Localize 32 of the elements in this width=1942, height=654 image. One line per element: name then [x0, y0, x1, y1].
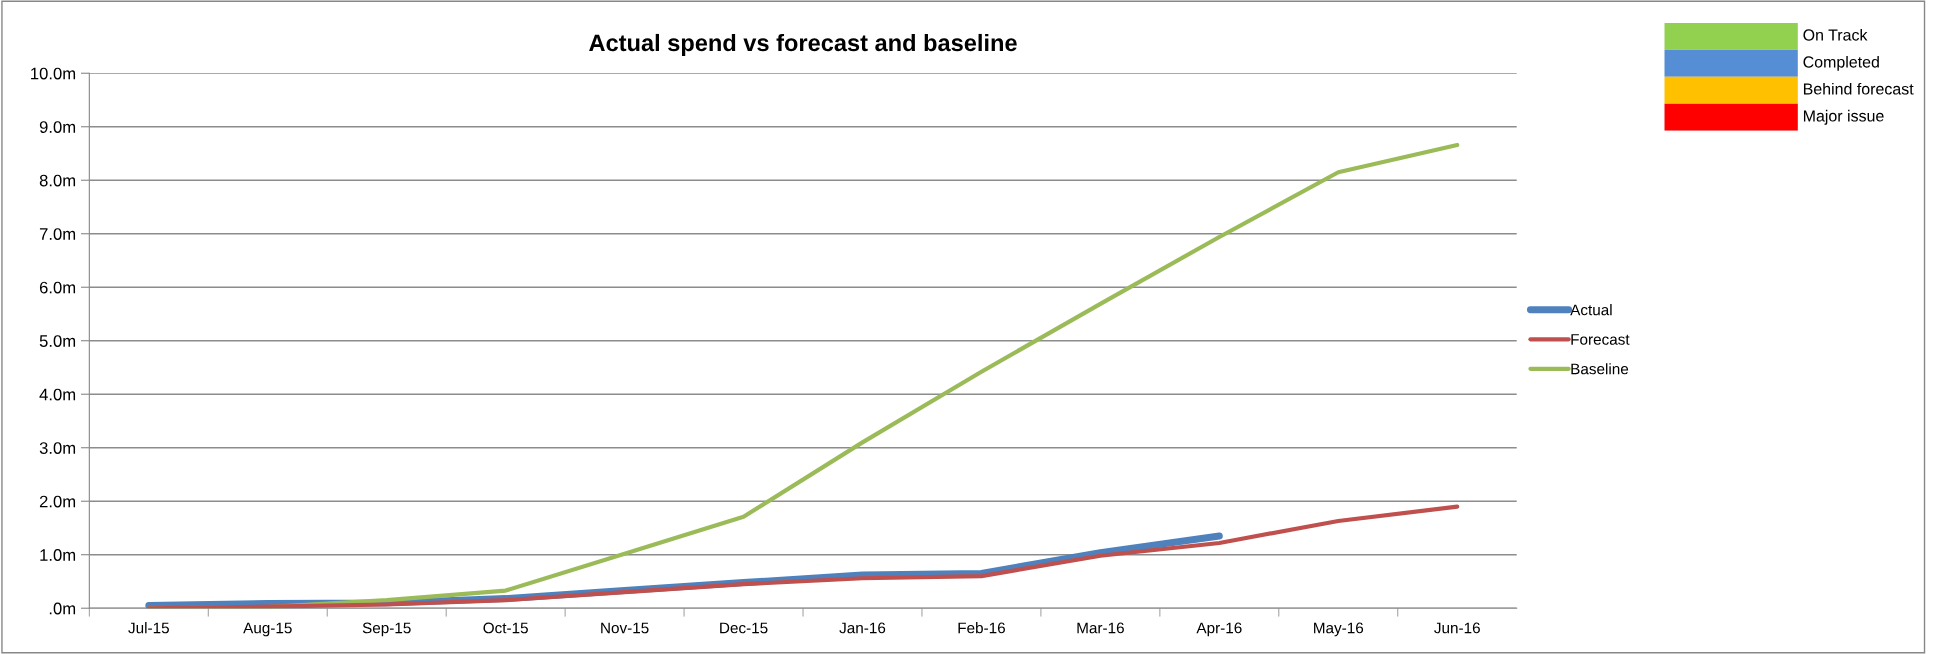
x-tick-label: Apr-16	[1196, 622, 1242, 637]
legend-label: Baseline	[1571, 363, 1629, 375]
y-tick-label: 2.0m	[39, 495, 76, 508]
y-tick-label: .0m	[49, 602, 76, 615]
x-tick-label: Aug-15	[243, 622, 292, 637]
y-tick-label: 7.0m	[39, 228, 76, 240]
x-tick-label: Dec-15	[720, 622, 768, 634]
y-tick-label: 4.0m	[39, 388, 76, 401]
x-tick-label: Mar-16	[1077, 622, 1124, 634]
x-tick-label: Sep-15	[362, 622, 411, 637]
x-tick-label: Jul-15	[128, 622, 169, 634]
y-tick-label: 6.0m	[39, 281, 76, 294]
category-label: On Track	[1803, 28, 1868, 41]
x-tick-label: Oct-15	[483, 622, 528, 634]
legend-label: Forecast	[1571, 334, 1630, 345]
x-tick-label: Jun-16	[1434, 622, 1480, 634]
y-tick-label: 8.0m	[39, 174, 76, 187]
x-tick-label: Jan-16	[839, 622, 886, 634]
category-label: Behind forecast	[1803, 82, 1914, 95]
y-tick-label: 3.0m	[39, 442, 76, 454]
chart-title: Actual spend vs forecast and baseline	[589, 33, 1017, 56]
y-tick-label: 5.0m	[39, 335, 76, 347]
x-tick-label: Feb-16	[958, 622, 1005, 634]
x-tick-label: Nov-15	[601, 622, 649, 634]
x-tick-label: May-16	[1314, 622, 1364, 637]
category-label: Major issue	[1803, 109, 1884, 125]
category-label: Completed	[1803, 55, 1879, 71]
y-tick-label: 9.0m	[39, 121, 76, 133]
y-tick-label: 10.0m	[31, 67, 76, 80]
line-series	[146, 504, 1460, 609]
legend-label: Actual	[1570, 304, 1612, 316]
y-tick-label: 1.0m	[40, 549, 76, 561]
